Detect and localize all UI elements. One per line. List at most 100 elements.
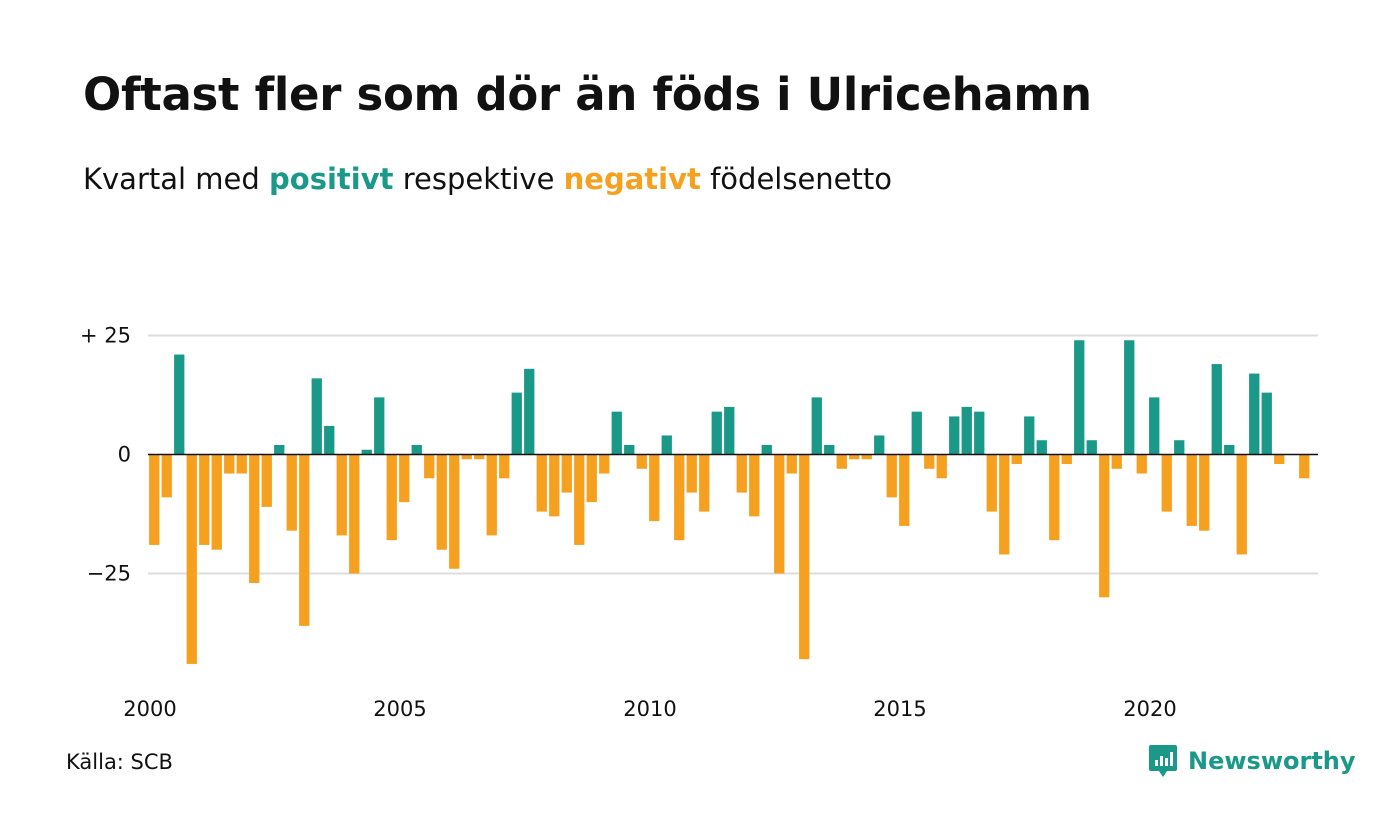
bar — [1061, 454, 1072, 465]
bar — [1036, 440, 1047, 455]
brand-name: Newsworthy — [1188, 747, 1356, 775]
bar — [274, 444, 285, 455]
bars — [149, 340, 1310, 664]
bar — [1011, 454, 1022, 465]
bar — [1099, 454, 1110, 598]
subtitle-middle: respektive — [402, 162, 555, 196]
bar — [1136, 454, 1147, 474]
bar — [224, 454, 235, 474]
bar — [186, 454, 197, 664]
bar — [1236, 454, 1247, 555]
bar — [549, 454, 560, 517]
bar — [586, 454, 597, 503]
bar — [874, 435, 885, 455]
bar — [424, 454, 435, 479]
x-tick-label: 2015 — [873, 697, 926, 721]
bar — [749, 454, 760, 517]
bar — [849, 454, 860, 460]
bar — [261, 454, 272, 507]
bar — [374, 397, 385, 455]
bar — [1299, 454, 1310, 479]
bar — [599, 454, 610, 474]
bar — [299, 454, 310, 626]
bar — [836, 454, 847, 469]
bar — [961, 406, 972, 455]
bar — [574, 454, 585, 545]
bar — [811, 397, 822, 455]
bar — [311, 378, 322, 455]
subtitle-prefix: Kvartal med — [83, 162, 260, 196]
bar — [474, 454, 485, 460]
gridlines — [148, 334, 1318, 575]
bar — [174, 354, 185, 455]
x-tick-label: 2010 — [623, 697, 676, 721]
bar — [1249, 373, 1260, 455]
bar — [899, 454, 910, 526]
bar — [611, 411, 622, 455]
bar — [799, 454, 810, 660]
bar — [1211, 364, 1222, 455]
bar — [536, 454, 547, 512]
bar — [699, 454, 710, 512]
bar — [1049, 454, 1060, 541]
bar — [1174, 440, 1185, 455]
chart-subtitle: Kvartal med positivt respektive negativt… — [83, 162, 892, 196]
bar — [149, 454, 160, 545]
bar — [686, 454, 697, 493]
bar — [724, 406, 735, 455]
bar — [411, 444, 422, 455]
bar — [249, 454, 260, 584]
bar — [1186, 454, 1197, 526]
x-tick-label: 2020 — [1123, 697, 1176, 721]
bar — [361, 449, 372, 455]
bar — [924, 454, 935, 469]
bar — [636, 454, 647, 469]
y-tick-label: 0 — [118, 443, 131, 467]
bar — [449, 454, 460, 569]
bar — [1161, 454, 1172, 512]
bar — [711, 411, 722, 455]
bar — [774, 454, 785, 574]
x-tick-label: 2000 — [123, 697, 176, 721]
bar — [1124, 340, 1135, 455]
bar — [511, 392, 522, 455]
bar — [974, 411, 985, 455]
bar — [1024, 416, 1035, 455]
bar — [999, 454, 1010, 555]
bar — [286, 454, 297, 531]
chart-title: Oftast fler som dör än föds i Ulricehamn — [83, 68, 1092, 121]
bar — [336, 454, 347, 536]
subtitle-suffix: födelsenetto — [710, 162, 892, 196]
bar — [1149, 397, 1160, 455]
bar — [461, 454, 472, 460]
bar — [1261, 392, 1272, 455]
newsworthy-icon — [1149, 745, 1177, 777]
bar — [674, 454, 685, 541]
bar — [349, 454, 360, 574]
bar — [524, 368, 535, 455]
bar — [661, 435, 672, 455]
bar — [236, 454, 247, 474]
bar — [736, 454, 747, 493]
bar — [161, 454, 172, 498]
bar — [824, 444, 835, 455]
bar — [386, 454, 397, 541]
subtitle-negative-word: negativt — [563, 162, 701, 196]
bar — [499, 454, 510, 479]
bar — [761, 444, 772, 455]
bar — [436, 454, 447, 550]
axes: + 25 0 −25 2000 2005 2010 2015 2020 — [80, 324, 1318, 721]
bar — [1111, 454, 1122, 469]
brand-logo[interactable]: Newsworthy — [1148, 743, 1356, 779]
bar — [986, 454, 997, 512]
bar — [561, 454, 572, 493]
y-tick-label: −25 — [87, 562, 131, 586]
bar — [649, 454, 660, 522]
bar — [399, 454, 410, 503]
bar — [786, 454, 797, 474]
bar — [936, 454, 947, 479]
bar — [211, 454, 222, 550]
source-note: Källa: SCB — [66, 750, 173, 774]
bar — [886, 454, 897, 498]
